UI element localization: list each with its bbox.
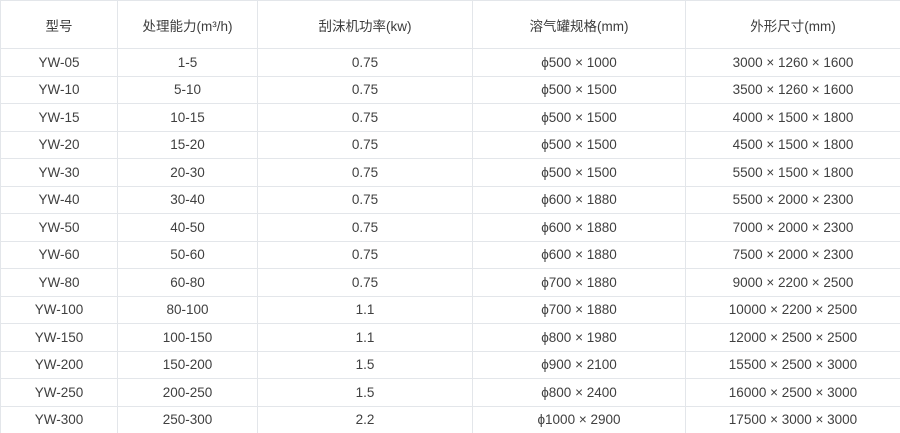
table-cell: 1.1 xyxy=(257,295,473,324)
header-overall-size: 外形尺寸(mm) xyxy=(685,0,900,49)
table-row: YW-80 60-80 0.75 ϕ700 × 1880 9000 × 2200 × 2… xyxy=(0,268,900,297)
table-cell: 10000 × 2200 × 2500 xyxy=(685,295,900,324)
table-cell: YW-150 xyxy=(0,323,118,352)
table-cell: ϕ900 × 2100 xyxy=(472,350,686,379)
table-cell: 2.2 xyxy=(257,405,473,433)
table-cell: 7000 × 2000 × 2300 xyxy=(685,213,900,242)
table-cell: 3000 × 1260 × 1600 xyxy=(685,48,900,77)
table-cell: 50-60 xyxy=(117,240,258,269)
table-cell: 15-20 xyxy=(117,130,258,159)
table-row: YW-150 100-150 1.1 ϕ800 × 1980 12000 × 2500 … xyxy=(0,323,900,352)
spec-table-body: YW-05 1-5 0.75 ϕ500 × 1000 3000 × 1260 × 160… xyxy=(0,48,900,433)
table-cell: 0.75 xyxy=(257,185,473,214)
table-cell: 12000 × 2500 × 2500 xyxy=(685,323,900,352)
table-cell: 9000 × 2200 × 2500 xyxy=(685,268,900,297)
table-cell: YW-50 xyxy=(0,213,118,242)
table-cell: 1.1 xyxy=(257,323,473,352)
table-cell: 150-200 xyxy=(117,350,258,379)
table-cell: 0.75 xyxy=(257,48,473,77)
table-cell: ϕ500 × 1500 xyxy=(472,103,686,132)
table-cell: 40-50 xyxy=(117,213,258,242)
table-cell: ϕ800 × 1980 xyxy=(472,323,686,352)
table-cell: 1.5 xyxy=(257,378,473,407)
table-cell: 60-80 xyxy=(117,268,258,297)
table-cell: 15500 × 2500 × 3000 xyxy=(685,350,900,379)
table-cell: 5-10 xyxy=(117,75,258,104)
table-cell: ϕ500 × 1500 xyxy=(472,158,686,187)
table-cell: 0.75 xyxy=(257,213,473,242)
table-cell: 5500 × 1500 × 1800 xyxy=(685,158,900,187)
table-cell: YW-250 xyxy=(0,378,118,407)
header-model: 型号 xyxy=(0,0,118,49)
table-row: YW-20 15-20 0.75 ϕ500 × 1500 4500 × 1500 × 1… xyxy=(0,130,900,159)
table-cell: 5500 × 2000 × 2300 xyxy=(685,185,900,214)
table-cell: 0.75 xyxy=(257,75,473,104)
table-row: YW-300 250-300 2.2 ϕ1000 × 2900 17500 × 3000… xyxy=(0,405,900,433)
table-cell: YW-300 xyxy=(0,405,118,433)
table-cell: ϕ800 × 2400 xyxy=(472,378,686,407)
table-cell: 80-100 xyxy=(117,295,258,324)
table-cell: ϕ700 × 1880 xyxy=(472,295,686,324)
table-cell: 0.75 xyxy=(257,158,473,187)
table-cell: ϕ700 × 1880 xyxy=(472,268,686,297)
table-cell: YW-30 xyxy=(0,158,118,187)
table-cell: YW-200 xyxy=(0,350,118,379)
table-cell: YW-10 xyxy=(0,75,118,104)
table-cell: 7500 × 2000 × 2300 xyxy=(685,240,900,269)
table-cell: 4500 × 1500 × 1800 xyxy=(685,130,900,159)
table-cell: YW-80 xyxy=(0,268,118,297)
table-cell: ϕ1000 × 2900 xyxy=(472,405,686,433)
table-cell: 1.5 xyxy=(257,350,473,379)
header-scraper-power: 刮沫机功率(kw) xyxy=(257,0,473,49)
table-cell: ϕ500 × 1500 xyxy=(472,130,686,159)
table-cell: YW-20 xyxy=(0,130,118,159)
header-capacity: 处理能力(m³/h) xyxy=(117,0,258,49)
table-row: YW-50 40-50 0.75 ϕ600 × 1880 7000 × 2000 × 2… xyxy=(0,213,900,242)
table-cell: 4000 × 1500 × 1800 xyxy=(685,103,900,132)
table-cell: ϕ600 × 1880 xyxy=(472,213,686,242)
table-cell: 16000 × 2500 × 3000 xyxy=(685,378,900,407)
table-cell: 3500 × 1260 × 1600 xyxy=(685,75,900,104)
table-cell: 10-15 xyxy=(117,103,258,132)
table-cell: 0.75 xyxy=(257,130,473,159)
table-cell: YW-40 xyxy=(0,185,118,214)
table-row: YW-60 50-60 0.75 ϕ600 × 1880 7500 × 2000 × 2… xyxy=(0,240,900,269)
table-cell: 30-40 xyxy=(117,185,258,214)
table-cell: 0.75 xyxy=(257,268,473,297)
table-row: YW-200 150-200 1.5 ϕ900 × 2100 15500 × 2500 … xyxy=(0,350,900,379)
table-cell: 1-5 xyxy=(117,48,258,77)
table-cell: ϕ500 × 1500 xyxy=(472,75,686,104)
table-row: YW-250 200-250 1.5 ϕ800 × 2400 16000 × 2500 … xyxy=(0,378,900,407)
table-row: YW-05 1-5 0.75 ϕ500 × 1000 3000 × 1260 × 160… xyxy=(0,48,900,77)
table-cell: 100-150 xyxy=(117,323,258,352)
table-cell: 20-30 xyxy=(117,158,258,187)
table-cell: 17500 × 3000 × 3000 xyxy=(685,405,900,433)
table-cell: 0.75 xyxy=(257,240,473,269)
table-cell: ϕ500 × 1000 xyxy=(472,48,686,77)
table-row: YW-40 30-40 0.75 ϕ600 × 1880 5500 × 2000 × 2… xyxy=(0,185,900,214)
table-row: YW-10 5-10 0.75 ϕ500 × 1500 3500 × 1260 × 16… xyxy=(0,75,900,104)
header-row: 型号 处理能力(m³/h) 刮沫机功率(kw) 溶气罐规格(mm) 外形尺寸(m… xyxy=(0,0,900,49)
table-cell: YW-15 xyxy=(0,103,118,132)
table-row: YW-30 20-30 0.75 ϕ500 × 1500 5500 × 1500 × 1… xyxy=(0,158,900,187)
table-cell: YW-60 xyxy=(0,240,118,269)
table-row: YW-15 10-15 0.75 ϕ500 × 1500 4000 × 1500 × 1… xyxy=(0,103,900,132)
table-cell: 250-300 xyxy=(117,405,258,433)
table-cell: ϕ600 × 1880 xyxy=(472,185,686,214)
table-cell: 0.75 xyxy=(257,103,473,132)
header-tank-spec: 溶气罐规格(mm) xyxy=(472,0,686,49)
table-cell: 200-250 xyxy=(117,378,258,407)
table-cell: ϕ600 × 1880 xyxy=(472,240,686,269)
table-row: YW-100 80-100 1.1 ϕ700 × 1880 10000 × 2200 ×… xyxy=(0,295,900,324)
table-cell: YW-05 xyxy=(0,48,118,77)
table-cell: YW-100 xyxy=(0,295,118,324)
